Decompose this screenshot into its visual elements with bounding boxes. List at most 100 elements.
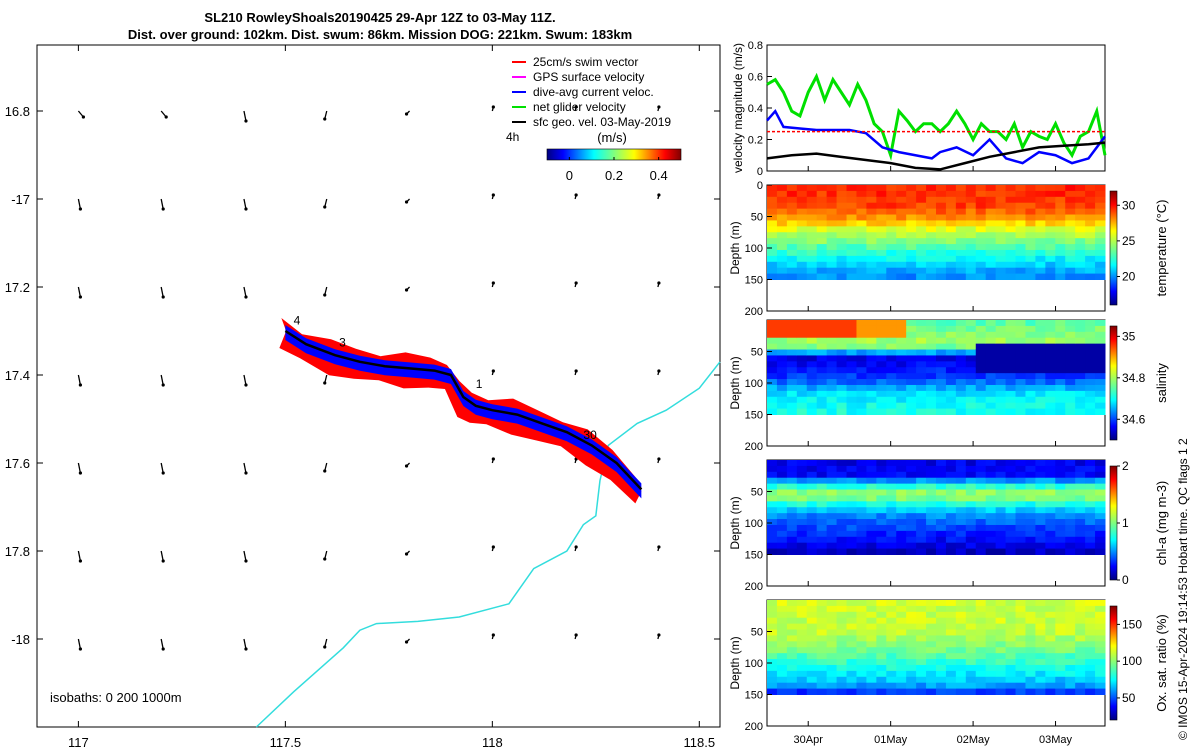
section-cell — [1075, 267, 1086, 275]
section-cell — [1005, 408, 1017, 415]
section-cell — [776, 460, 788, 467]
section-cell — [975, 325, 987, 333]
section-cell — [936, 238, 947, 245]
section-cell — [806, 355, 818, 362]
section-cell — [1045, 185, 1056, 192]
section-cell — [856, 355, 867, 362]
section-cell — [856, 379, 867, 386]
section-cell — [886, 519, 897, 526]
section-cell — [985, 214, 997, 221]
section-cell — [876, 542, 887, 550]
section-cell — [796, 367, 808, 374]
section-cell — [1035, 501, 1046, 508]
section-cell — [936, 682, 947, 690]
section-cell — [1095, 542, 1106, 550]
section-cell — [866, 664, 877, 672]
section-cell — [826, 664, 838, 672]
section-cell — [965, 220, 977, 227]
section-cell — [876, 190, 887, 198]
sfc-geo-arrow-head — [574, 369, 578, 373]
section-cell — [945, 255, 957, 263]
section-cell — [1085, 384, 1096, 392]
section-cell — [786, 349, 798, 356]
section-cell — [826, 530, 838, 538]
section-cell — [866, 396, 877, 404]
section-cell — [916, 244, 927, 251]
sfc-geo-arrow — [160, 374, 164, 386]
section-cell — [806, 495, 818, 502]
section-cell — [816, 629, 828, 636]
section-cell — [806, 536, 818, 544]
section-cell — [856, 373, 867, 380]
section-cell — [926, 220, 937, 227]
section-colorbar-tick-label: 30 — [1122, 198, 1136, 212]
section-cell — [816, 536, 828, 544]
section-cell — [1025, 676, 1036, 684]
section-cell — [1015, 670, 1026, 678]
section-cell — [896, 676, 907, 684]
section-cell — [965, 513, 977, 520]
section-cell — [1065, 617, 1076, 625]
section-cell — [1035, 530, 1046, 538]
section-cell — [816, 530, 828, 538]
section-cell — [1045, 379, 1056, 386]
section-cell — [1035, 261, 1046, 269]
section-cell — [866, 536, 877, 544]
section-colorbar — [1109, 190, 1118, 306]
section-cell — [786, 548, 798, 555]
section-cell — [1075, 384, 1086, 392]
section-cell — [866, 653, 877, 660]
section-cell — [1055, 460, 1066, 467]
section-cell — [1015, 507, 1026, 514]
section-cell — [806, 379, 818, 386]
section-cell — [776, 495, 788, 502]
section-cell — [965, 617, 977, 625]
section-cell — [816, 337, 828, 345]
section-cell — [1015, 513, 1026, 520]
section-cell — [945, 460, 957, 467]
section-cell — [786, 483, 798, 491]
section-cell — [1015, 361, 1026, 368]
section-cell — [1045, 605, 1056, 613]
section-cell — [965, 367, 977, 374]
section-cell — [806, 273, 818, 280]
section-cell — [806, 361, 818, 368]
section-cell — [1025, 530, 1036, 538]
section-cell — [776, 337, 788, 345]
section-cell — [936, 483, 947, 491]
section-cell — [776, 629, 788, 636]
section-colorbar — [1109, 465, 1118, 581]
section-cell — [1045, 355, 1056, 362]
section-cell — [796, 396, 808, 404]
section-cell — [1065, 390, 1076, 398]
section-cell — [1005, 477, 1017, 485]
section-cell — [906, 273, 917, 280]
section-cell — [1015, 208, 1026, 216]
section-cell — [1035, 623, 1046, 631]
section-cell — [776, 519, 788, 526]
section-cell — [806, 190, 818, 198]
section-cell — [846, 226, 857, 233]
section-cell — [767, 682, 778, 690]
section-cell — [995, 273, 1007, 280]
section-cell — [846, 214, 857, 221]
section-cell — [856, 611, 867, 619]
section-cell — [1035, 384, 1046, 392]
section-cell — [846, 202, 857, 210]
section-cell — [856, 337, 867, 345]
section-cell — [846, 483, 857, 491]
section-cell — [1035, 495, 1046, 502]
section-cell — [1055, 214, 1066, 221]
section-cell — [796, 611, 808, 619]
section-cell — [846, 501, 857, 508]
section-ytick-label: 100 — [745, 658, 763, 670]
section-cell — [936, 495, 947, 502]
section-cell — [965, 255, 977, 263]
section-cell — [1045, 238, 1056, 245]
section-cell — [886, 379, 897, 386]
section-cell — [995, 367, 1007, 374]
section-cell — [916, 361, 927, 368]
section-cell — [1065, 611, 1076, 619]
section-cell — [836, 196, 848, 204]
section-cell — [866, 682, 877, 690]
